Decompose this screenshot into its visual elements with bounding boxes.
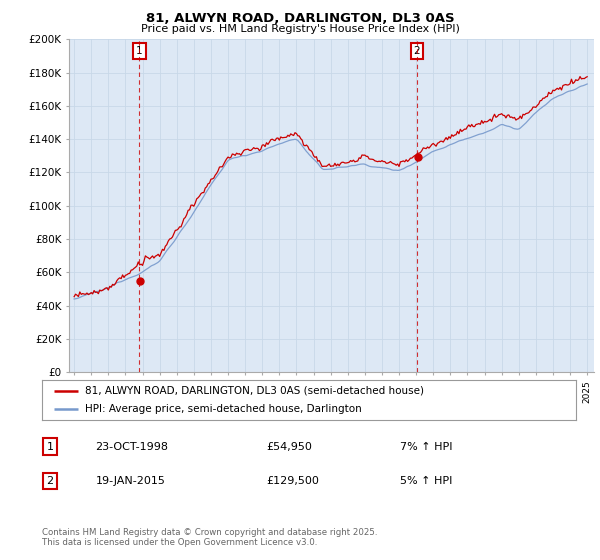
Text: 81, ALWYN ROAD, DARLINGTON, DL3 0AS: 81, ALWYN ROAD, DARLINGTON, DL3 0AS xyxy=(146,12,454,25)
Text: 2: 2 xyxy=(413,46,421,56)
Text: £54,950: £54,950 xyxy=(266,441,312,451)
Text: 7% ↑ HPI: 7% ↑ HPI xyxy=(400,441,452,451)
Text: 23-OCT-1998: 23-OCT-1998 xyxy=(95,441,169,451)
Text: Contains HM Land Registry data © Crown copyright and database right 2025.
This d: Contains HM Land Registry data © Crown c… xyxy=(42,528,377,547)
Text: HPI: Average price, semi-detached house, Darlington: HPI: Average price, semi-detached house,… xyxy=(85,404,361,414)
Text: £129,500: £129,500 xyxy=(266,477,319,486)
Text: 19-JAN-2015: 19-JAN-2015 xyxy=(95,477,165,486)
Text: 1: 1 xyxy=(136,46,142,56)
Text: 1: 1 xyxy=(47,441,53,451)
Text: 81, ALWYN ROAD, DARLINGTON, DL3 0AS (semi-detached house): 81, ALWYN ROAD, DARLINGTON, DL3 0AS (sem… xyxy=(85,386,424,395)
Text: 5% ↑ HPI: 5% ↑ HPI xyxy=(400,477,452,486)
Text: 2: 2 xyxy=(46,477,53,486)
Text: Price paid vs. HM Land Registry's House Price Index (HPI): Price paid vs. HM Land Registry's House … xyxy=(140,24,460,34)
